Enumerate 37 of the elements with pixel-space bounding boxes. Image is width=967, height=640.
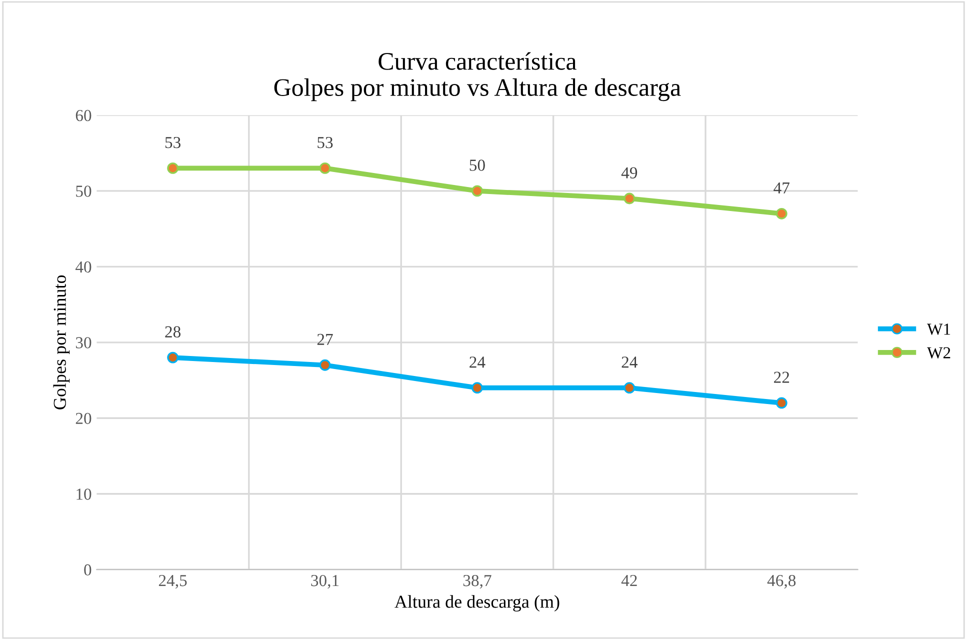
point <box>624 192 636 204</box>
y-tick-label: 40 <box>76 261 92 273</box>
data-label: 53 <box>318 136 333 148</box>
data-label: 49 <box>621 167 638 178</box>
point <box>472 382 483 394</box>
point <box>776 208 788 220</box>
data-label: 28 <box>165 326 180 338</box>
data-label: 27 <box>317 334 333 345</box>
point <box>776 397 788 409</box>
x-tick-label: 46,8 <box>767 574 796 589</box>
y-tick-label: 10 <box>76 488 92 500</box>
y-tick-label: 60 <box>76 110 92 122</box>
legend-label: W2 <box>927 347 950 358</box>
point <box>624 382 636 394</box>
point <box>319 359 331 371</box>
x-axis-title: Altura de descarga (m) <box>394 595 560 612</box>
point <box>167 352 178 364</box>
data-label: 22 <box>774 372 790 383</box>
legend-label: W1 <box>927 324 950 335</box>
point <box>167 162 178 174</box>
x-tick-label: 24,5 <box>158 574 187 589</box>
y-tick-label: 50 <box>76 186 92 197</box>
data-label: 47 <box>774 182 790 194</box>
y-axis-title: Golpes por minuto <box>53 275 70 410</box>
data-label: 24 <box>470 356 486 368</box>
y-tick-label: 30 <box>76 337 92 348</box>
data-label: 24 <box>622 356 638 368</box>
x-tick-label: 30,1 <box>311 574 339 589</box>
data-label: 50 <box>470 160 485 171</box>
point <box>472 185 483 197</box>
data-label: 53 <box>165 136 180 148</box>
x-tick-label: 38,7 <box>463 574 492 589</box>
chart-title: Curva característica Golpes por minuto vs Altura de descarga <box>274 52 681 102</box>
y-tick-label: 20 <box>76 412 92 424</box>
point <box>319 162 331 174</box>
y-tick-label: 0 <box>84 564 92 576</box>
x-tick-label: 42 <box>621 574 637 586</box>
